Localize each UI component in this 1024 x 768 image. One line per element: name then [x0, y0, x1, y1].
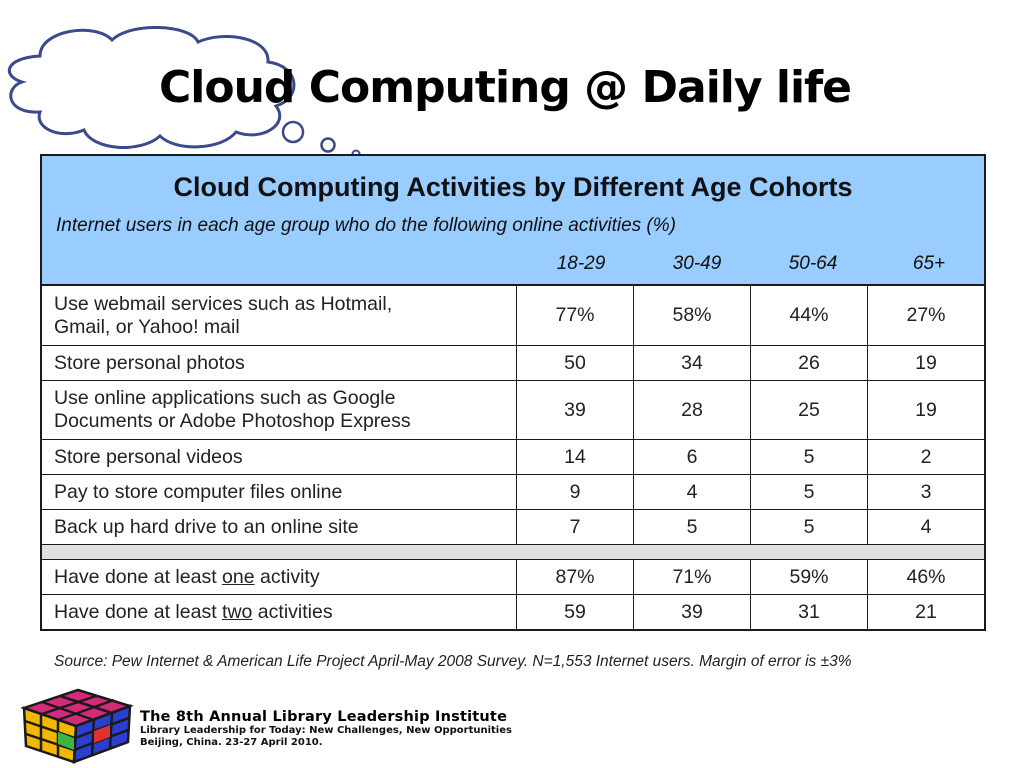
table-subtitle: Internet users in each age group who do … — [56, 215, 676, 236]
value-cell: 14 — [516, 439, 634, 475]
summary-label: Have done at least one activity — [42, 559, 517, 595]
table-row: Use online applications such as Google Do… — [42, 380, 984, 440]
activity-label: Use webmail services such as Hotmail, Gma… — [42, 286, 517, 346]
activity-label: Pay to store computer files online — [42, 474, 517, 510]
value-cell: 9 — [516, 474, 634, 510]
value-cell: 28 — [633, 380, 751, 440]
table-row: Pay to store computer files online 9 4 5… — [42, 474, 984, 510]
value-cell: 71% — [633, 559, 751, 595]
value-cell: 58% — [633, 286, 751, 346]
value-cell: 34 — [633, 345, 751, 381]
data-table: Use webmail services such as Hotmail, Gma… — [42, 286, 984, 629]
value-cell: 5 — [750, 439, 868, 475]
value-cell: 4 — [867, 509, 984, 545]
summary-label: Have done at least two activities — [42, 594, 517, 629]
table-row: Store personal photos 50 34 26 19 — [42, 345, 984, 381]
value-cell: 77% — [516, 286, 634, 346]
value-cell: 26 — [750, 345, 868, 381]
value-cell: 46% — [867, 559, 984, 595]
summary-row: Have done at least one activity 87% 71% … — [42, 559, 984, 595]
summary-row: Have done at least two activities 59 39 … — [42, 594, 984, 629]
activity-label: Back up hard drive to an online site — [42, 509, 517, 545]
table-row: Back up hard drive to an online site 7 5… — [42, 509, 984, 545]
activity-label: Use online applications such as Google Do… — [42, 380, 517, 440]
value-cell: 5 — [750, 474, 868, 510]
value-cell: 5 — [633, 509, 751, 545]
age-group-header: 50-64 — [788, 253, 838, 274]
institute-cube-logo-icon — [20, 688, 134, 764]
activity-label: Store personal photos — [42, 345, 517, 381]
value-cell: 7 — [516, 509, 634, 545]
value-cell: 39 — [633, 594, 751, 629]
age-group-header: 18-29 — [556, 253, 606, 274]
value-cell: 59% — [750, 559, 868, 595]
separator-row — [42, 544, 984, 560]
institute-name: The 8th Annual Library Leadership Instit… — [140, 709, 508, 725]
value-cell: 19 — [867, 380, 984, 440]
value-cell: 21 — [867, 594, 984, 629]
value-cell: 87% — [516, 559, 634, 595]
activities-table: Cloud Computing Activities by Different … — [40, 154, 986, 631]
value-cell: 44% — [750, 286, 868, 346]
table-title: Cloud Computing Activities by Different … — [173, 172, 853, 202]
value-cell: 39 — [516, 380, 634, 440]
age-group-header: 30-49 — [672, 253, 722, 274]
value-cell: 3 — [867, 474, 984, 510]
table-row: Use webmail services such as Hotmail, Gma… — [42, 286, 984, 346]
value-cell: 25 — [750, 380, 868, 440]
activity-label: Store personal videos — [42, 439, 517, 475]
table-row: Store personal videos 14 6 5 2 — [42, 439, 984, 475]
value-cell: 31 — [750, 594, 868, 629]
thought-cloud-icon — [7, 25, 361, 159]
table-header: Cloud Computing Activities by Different … — [42, 156, 984, 286]
institute-footer: The 8th Annual Library Leadership Instit… — [140, 709, 512, 749]
value-cell: 27% — [867, 286, 984, 346]
age-group-header: 65+ — [912, 253, 946, 274]
value-cell: 5 — [750, 509, 868, 545]
value-cell: 4 — [633, 474, 751, 510]
institute-location-date: Beijing, China. 23-27 April 2010. — [140, 737, 323, 748]
value-cell: 59 — [516, 594, 634, 629]
institute-tagline: Library Leadership for Today: New Challe… — [140, 725, 512, 736]
value-cell: 2 — [867, 439, 984, 475]
value-cell: 19 — [867, 345, 984, 381]
value-cell: 6 — [633, 439, 751, 475]
source-note: Source: Pew Internet & American Life Pro… — [54, 653, 852, 670]
slide-title: Cloud Computing @ Daily life — [158, 62, 852, 113]
separator-cell — [42, 544, 984, 560]
value-cell: 50 — [516, 345, 634, 381]
